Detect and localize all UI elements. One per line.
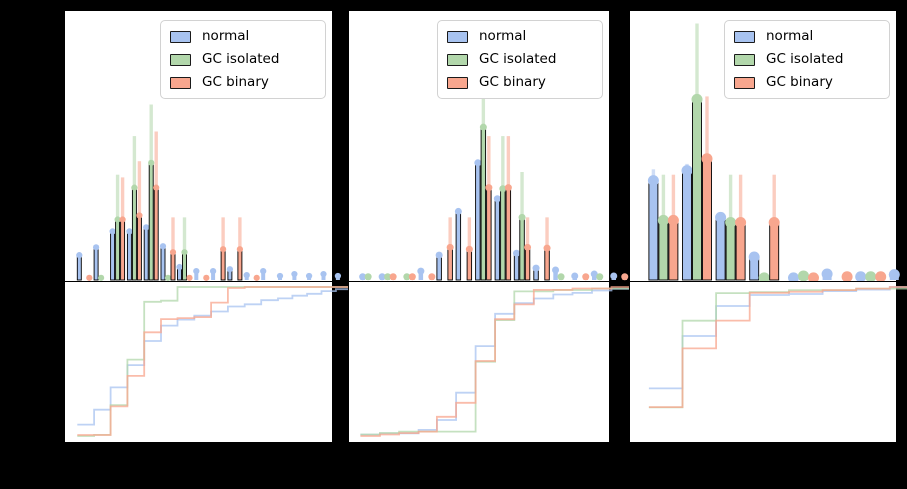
- histogram-panel-right: normal GC isolated GC binary: [629, 10, 900, 282]
- legend-item-gc-isolated: GC isolated: [447, 51, 594, 68]
- cdf-svg-right: [648, 286, 907, 409]
- legend-label-gc-isolated: GC isolated: [202, 50, 280, 67]
- legend-label-gc-isolated: GC isolated: [766, 50, 844, 67]
- histogram-panel-left: normal GC isolated GC binary: [64, 10, 355, 282]
- legend-left: normal GC isolated GC binary: [160, 20, 326, 99]
- histogram-svg-right: [647, 23, 900, 281]
- legend-item-gc-binary: GC binary: [447, 74, 594, 91]
- legend-item-normal: normal: [447, 28, 594, 45]
- legend-swatch-gc-binary: [170, 76, 191, 89]
- legend-swatch-gc-binary: [447, 76, 468, 89]
- legend-label-gc-binary: GC binary: [202, 73, 269, 90]
- legend-label-normal: normal: [202, 27, 250, 44]
- cdf-panel-left: [64, 282, 362, 443]
- legend-item-gc-binary: GC binary: [170, 74, 317, 91]
- legend-swatch-gc-isolated: [734, 53, 755, 66]
- legend-item-gc-isolated: GC isolated: [170, 51, 317, 68]
- histogram-panel-middle: normal GC isolated GC binary: [348, 10, 642, 282]
- legend-item-normal: normal: [734, 28, 881, 45]
- cdf-svg-middle: [360, 286, 646, 437]
- legend-item-normal: normal: [170, 28, 317, 45]
- legend-swatch-gc-isolated: [170, 53, 191, 66]
- legend-middle: normal GC isolated GC binary: [437, 20, 603, 99]
- histogram-svg-left: [76, 104, 355, 281]
- legend-swatch-normal: [734, 30, 755, 43]
- cdf-svg-left: [77, 286, 362, 437]
- legend-swatch-gc-binary: [734, 76, 755, 89]
- legend-label-gc-binary: GC binary: [479, 73, 546, 90]
- legend-label-gc-binary: GC binary: [766, 73, 833, 90]
- legend-item-gc-isolated: GC isolated: [734, 51, 881, 68]
- legend-swatch-normal: [170, 30, 191, 43]
- legend-swatch-gc-isolated: [447, 53, 468, 66]
- cdf-panel-middle: [348, 282, 646, 443]
- legend-swatch-normal: [447, 30, 468, 43]
- legend-label-normal: normal: [479, 27, 527, 44]
- legend-label-normal: normal: [766, 27, 814, 44]
- legend-label-gc-isolated: GC isolated: [479, 50, 557, 67]
- legend-right: normal GC isolated GC binary: [724, 20, 890, 99]
- cdf-panel-right: [629, 282, 907, 443]
- legend-item-gc-binary: GC binary: [734, 74, 881, 91]
